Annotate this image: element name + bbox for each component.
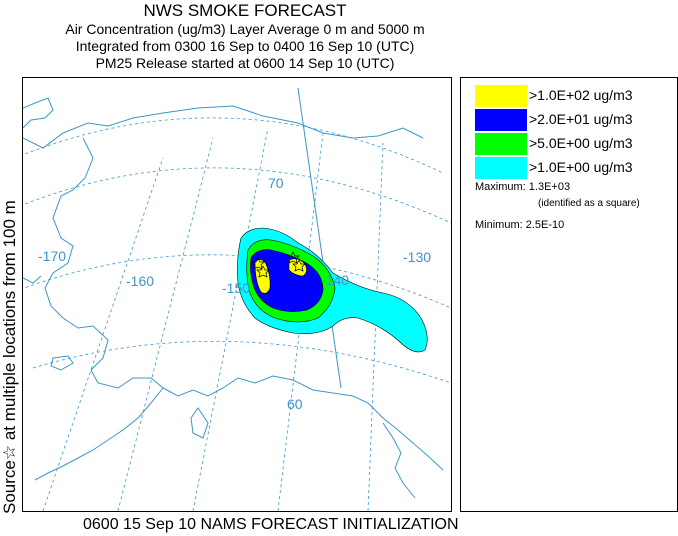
- coast-panhandle: [382, 422, 416, 499]
- alaska-map: -170 -160 -150 -140 -130 70 60: [23, 87, 451, 511]
- latitude-line-70: [23, 167, 451, 224]
- longitude-label: -160: [126, 273, 154, 289]
- legend-item: >1.0E+02 ug/m3: [475, 85, 675, 107]
- source-side-label: Source☆ at multiple locations from 100 m: [0, 200, 19, 514]
- coast-west-alaska: [44, 137, 164, 389]
- meridian-170: [42, 157, 164, 511]
- meridian-130: [367, 142, 384, 511]
- plume-contour-yellow-east: [288, 258, 307, 277]
- legend-minimum: Minimum: 2.5E-10: [475, 219, 565, 231]
- longitude-label: -170: [38, 248, 66, 264]
- meridian-160: [117, 137, 214, 511]
- legend-swatch-green: [475, 133, 527, 155]
- coast-chukotka: [23, 97, 54, 129]
- latitude-label: 60: [287, 396, 303, 412]
- latitude-line-70-north: [23, 117, 444, 174]
- legend-label: >1.0E+02 ug/m3: [529, 87, 633, 103]
- plume-contour-yellow-west: [254, 259, 271, 294]
- legend-label: >1.0E+00 ug/m3: [529, 159, 633, 175]
- latitude-lines: [23, 117, 451, 384]
- coast-st-lawrence: [23, 275, 42, 284]
- legend-item: >2.0E+01 ug/m3: [475, 109, 675, 131]
- legend-maximum: Maximum: 1.3E+03: [475, 181, 571, 193]
- source-star-icon: [286, 251, 300, 264]
- legend-item: >5.0E+00 ug/m3: [475, 133, 675, 155]
- coast-nunivak: [50, 355, 74, 371]
- forecast-subtitle-concentration: Air Concentration (ug/m3) Layer Average …: [65, 21, 425, 37]
- legend-label: >5.0E+00 ug/m3: [529, 135, 633, 151]
- source-star-icon: [256, 265, 270, 278]
- coast-north-slope: [23, 105, 424, 149]
- latitude-label: 70: [268, 175, 284, 191]
- canada-border: [297, 87, 342, 389]
- longitude-label: -150: [222, 280, 250, 296]
- smoke-plume: [237, 227, 428, 353]
- meridian-150: [192, 127, 269, 511]
- legend-swatch-blue: [475, 109, 527, 131]
- coast-gulf-of-alaska: [162, 375, 444, 471]
- coastlines: [23, 97, 444, 499]
- source-star-icon: [251, 257, 265, 270]
- legend-panel: >1.0E+02 ug/m3 >2.0E+01 ug/m3 >5.0E+00 u…: [460, 77, 678, 512]
- legend-swatch-yellow: [475, 85, 527, 107]
- coast-alaska-peninsula: [34, 387, 164, 481]
- longitude-lines: [42, 127, 384, 511]
- longitude-label: -130: [403, 249, 431, 265]
- forecast-subtitle-integration: Integrated from 0300 16 Sep to 0400 16 S…: [75, 38, 415, 54]
- coast-kodiak: [190, 407, 209, 439]
- legend-label: >2.0E+01 ug/m3: [529, 111, 633, 127]
- source-markers: [251, 251, 306, 278]
- forecast-subtitle-release: PM25 Release started at 0600 14 Sep 10 (…: [95, 55, 395, 71]
- legend-item: >1.0E+00 ug/m3: [475, 157, 675, 179]
- forecast-initialization-footer: 0600 15 Sep 10 NAMS FORECAST INITIALIZAT…: [83, 516, 459, 533]
- latitude-line-60: [32, 340, 451, 384]
- source-star-icon: [292, 259, 306, 272]
- forecast-title: NWS SMOKE FORECAST: [143, 1, 347, 20]
- map-panel: -170 -160 -150 -140 -130 70 60: [22, 77, 452, 512]
- legend-swatch-cyan: [475, 157, 527, 179]
- legend-maximum-note: (identified as a square): [538, 198, 640, 209]
- longitude-label: -140: [321, 272, 349, 288]
